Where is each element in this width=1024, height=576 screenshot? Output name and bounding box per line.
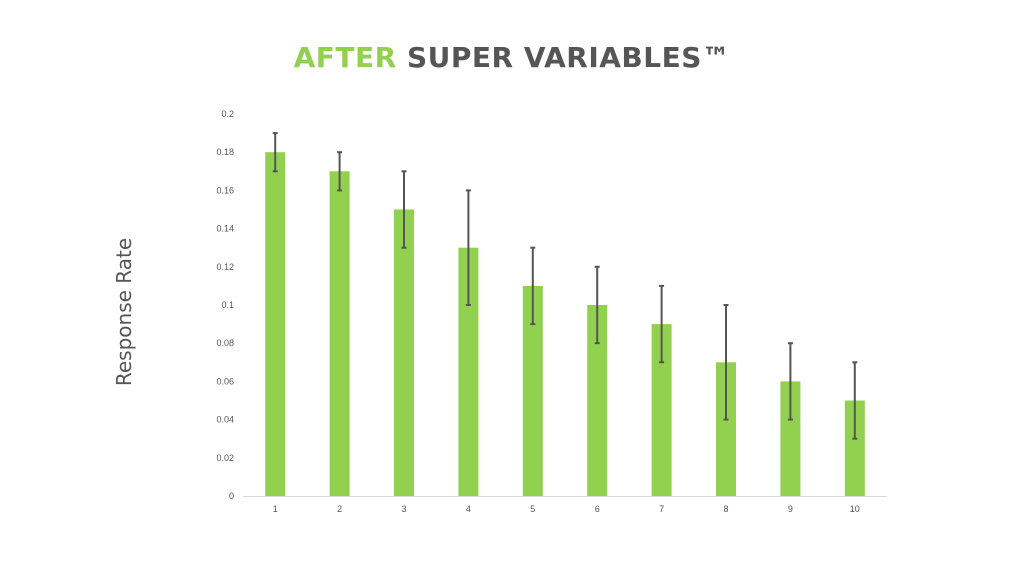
error-bar	[787, 342, 793, 421]
y-tick-label: 0.18	[216, 147, 234, 157]
error-bar	[272, 132, 278, 173]
x-tick-label: 2	[337, 504, 342, 514]
error-bar	[530, 246, 536, 326]
bar	[394, 209, 414, 496]
chart-title-rest: SUPER VARIABLES™	[406, 41, 731, 74]
bar	[329, 171, 350, 497]
error-bar	[401, 170, 407, 249]
x-tick-labels: 1 2 3 4 5 6 7 8 9 10	[273, 504, 860, 514]
x-tick-label: 1	[273, 504, 278, 514]
bar	[716, 362, 736, 496]
error-bar	[852, 361, 858, 440]
y-tick-label: 0.02	[216, 453, 234, 463]
bar	[844, 400, 865, 496]
x-tick-label: 6	[595, 504, 600, 514]
bar	[780, 381, 801, 496]
y-tick-label: 0.1	[221, 300, 234, 310]
x-tick-label: 10	[850, 504, 860, 514]
bar	[522, 285, 543, 496]
y-tick-label: 0.06	[216, 376, 234, 386]
x-tick-label: 7	[659, 504, 664, 514]
error-bar	[723, 304, 729, 421]
x-tick-label: 5	[530, 504, 535, 514]
x-tick-label: 8	[723, 504, 728, 514]
error-bar	[594, 265, 600, 345]
y-tick-label: 0.2	[221, 109, 234, 119]
y-tick-labels: 0 0.02 0.04 0.06 0.08 0.1 0.12 0.14 0.16 0.18 0.2	[216, 109, 234, 501]
y-tick-label: 0.16	[216, 185, 234, 195]
error-bar	[465, 189, 471, 306]
x-tick-label: 9	[788, 504, 793, 514]
bar	[458, 247, 479, 496]
y-tick-label: 0.14	[216, 224, 234, 234]
error-bar	[659, 284, 665, 364]
y-tick-label: 0.04	[216, 415, 234, 425]
bar	[651, 324, 672, 496]
bars	[265, 152, 865, 497]
bar	[587, 305, 608, 496]
chart-title-accent: AFTER	[293, 41, 397, 74]
y-tick-label: 0.12	[216, 262, 234, 272]
error-bars	[272, 132, 858, 440]
bar	[265, 152, 286, 496]
chart-title: AFTER SUPER VARIABLES™	[0, 38, 1024, 78]
error-bar	[337, 151, 343, 192]
y-tick-label: 0.08	[216, 338, 234, 348]
y-tick-label: 0	[229, 491, 234, 501]
x-tick-label: 4	[466, 504, 471, 514]
x-tick-label: 3	[401, 504, 406, 514]
